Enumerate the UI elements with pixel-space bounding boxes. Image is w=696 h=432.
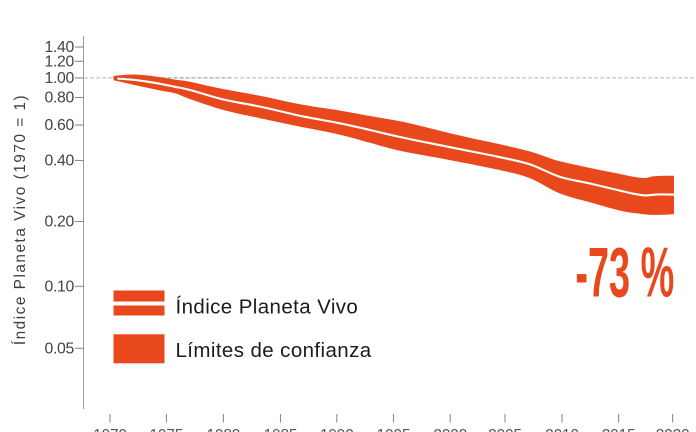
svg-text:1985: 1985 [264,427,298,432]
svg-text:1995: 1995 [377,427,411,432]
svg-text:0.40: 0.40 [44,153,74,170]
svg-text:2005: 2005 [488,427,522,432]
svg-text:0.20: 0.20 [44,214,74,231]
svg-text:2015: 2015 [602,427,636,432]
svg-text:1975: 1975 [150,427,184,432]
svg-text:0.05: 0.05 [44,341,74,358]
svg-text:1.00: 1.00 [44,70,74,87]
svg-text:2010: 2010 [545,427,579,432]
svg-text:1980: 1980 [207,427,241,432]
svg-text:Límites de confianza: Límites de confianza [176,339,372,362]
svg-text:Índice Planeta Vivo (1970 = 1): Índice Planeta Vivo (1970 = 1) [12,94,29,345]
svg-text:0.80: 0.80 [44,90,74,107]
svg-text:Índice Planeta Vivo: Índice Planeta Vivo [176,296,359,319]
svg-text:2020: 2020 [656,427,690,432]
svg-text:1.40: 1.40 [44,39,74,56]
svg-text:1970: 1970 [93,427,127,432]
svg-text:-73 %: -73 % [575,233,674,311]
svg-text:0.60: 0.60 [44,117,74,134]
svg-text:1.20: 1.20 [44,54,74,71]
svg-text:1990: 1990 [320,427,354,432]
svg-text:2000: 2000 [433,427,467,432]
svg-text:0.10: 0.10 [44,279,74,296]
